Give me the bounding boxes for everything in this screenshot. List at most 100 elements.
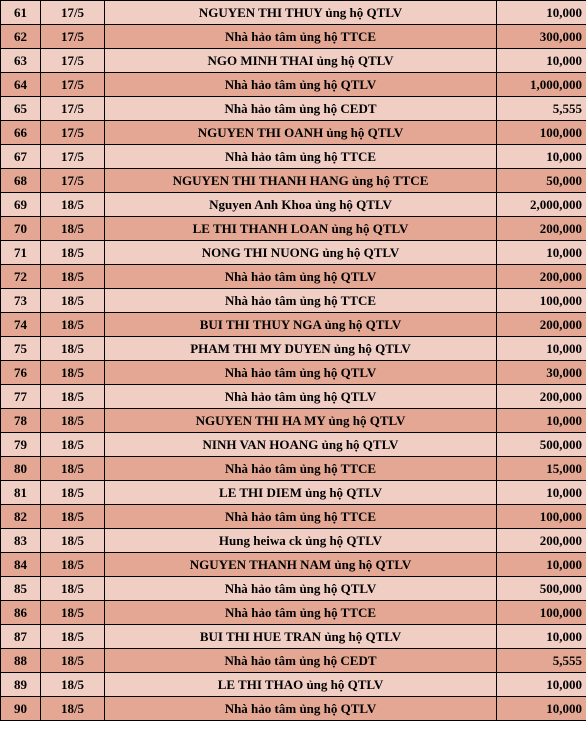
- donations-table-body: 6117/5NGUYEN THI THUY ủng hộ QTLV10,0006…: [1, 1, 586, 721]
- table-row: 8518/5Nhà hảo tâm ủng hộ QTLV500,000: [1, 577, 586, 601]
- cell-description: Hung heiwa ck ủng hộ QTLV: [105, 529, 497, 553]
- cell-date: 18/5: [41, 673, 105, 697]
- cell-index: 77: [1, 385, 41, 409]
- cell-index: 61: [1, 1, 41, 25]
- cell-description: BUI THI HUE TRAN ủng hộ QTLV: [105, 625, 497, 649]
- cell-index: 71: [1, 241, 41, 265]
- table-row: 7018/5LE THI THANH LOAN ủng hộ QTLV200,0…: [1, 217, 586, 241]
- cell-description: Nhà hảo tâm ủng hộ QTLV: [105, 73, 497, 97]
- table-row: 6617/5NGUYEN THI OANH ủng hộ QTLV100,000: [1, 121, 586, 145]
- cell-index: 62: [1, 25, 41, 49]
- table-row: 7718/5Nhà hảo tâm ủng hộ QTLV200,000: [1, 385, 586, 409]
- cell-description: Nhà hảo tâm ủng hộ TTCE: [105, 25, 497, 49]
- cell-index: 67: [1, 145, 41, 169]
- cell-date: 18/5: [41, 241, 105, 265]
- cell-date: 18/5: [41, 577, 105, 601]
- table-row: 8418/5NGUYEN THANH NAM ủng hộ QTLV10,000: [1, 553, 586, 577]
- cell-index: 75: [1, 337, 41, 361]
- cell-date: 18/5: [41, 409, 105, 433]
- table-row: 7218/5Nhà hảo tâm ủng hộ QTLV200,000: [1, 265, 586, 289]
- cell-date: 18/5: [41, 625, 105, 649]
- cell-date: 18/5: [41, 505, 105, 529]
- table-row: 8118/5LE THI DIEM ủng hộ QTLV10,000: [1, 481, 586, 505]
- cell-description: NGUYEN THI OANH ủng hộ QTLV: [105, 121, 497, 145]
- cell-amount: 100,000: [497, 121, 586, 145]
- cell-index: 83: [1, 529, 41, 553]
- table-row: 8718/5BUI THI HUE TRAN ủng hộ QTLV10,000: [1, 625, 586, 649]
- cell-amount: 1,000,000: [497, 73, 586, 97]
- cell-amount: 10,000: [497, 337, 586, 361]
- table-row: 8918/5LE THI THAO ủng hộ QTLV10,000: [1, 673, 586, 697]
- cell-amount: 10,000: [497, 625, 586, 649]
- cell-description: NGUYEN THI THANH HANG ủng hộ TTCE: [105, 169, 497, 193]
- cell-amount: 10,000: [497, 673, 586, 697]
- cell-amount: 10,000: [497, 481, 586, 505]
- cell-index: 65: [1, 97, 41, 121]
- table-row: 7418/5BUI THI THUY NGA ủng hộ QTLV200,00…: [1, 313, 586, 337]
- cell-index: 82: [1, 505, 41, 529]
- cell-description: Nhà hảo tâm ủng hộ QTLV: [105, 385, 497, 409]
- cell-date: 17/5: [41, 1, 105, 25]
- cell-index: 85: [1, 577, 41, 601]
- cell-amount: 100,000: [497, 289, 586, 313]
- cell-date: 18/5: [41, 337, 105, 361]
- cell-date: 18/5: [41, 553, 105, 577]
- cell-amount: 2,000,000: [497, 193, 586, 217]
- table-row: 7818/5NGUYEN THI HA MY ủng hộ QTLV10,000: [1, 409, 586, 433]
- cell-amount: 300,000: [497, 25, 586, 49]
- cell-description: LE THI THAO ủng hộ QTLV: [105, 673, 497, 697]
- cell-index: 90: [1, 697, 41, 721]
- cell-date: 18/5: [41, 697, 105, 721]
- cell-amount: 5,555: [497, 649, 586, 673]
- cell-description: NGO MINH THAI ủng hộ QTLV: [105, 49, 497, 73]
- cell-index: 88: [1, 649, 41, 673]
- cell-description: Nhà hảo tâm ủng hộ TTCE: [105, 505, 497, 529]
- cell-index: 73: [1, 289, 41, 313]
- table-row: 7318/5Nhà hảo tâm ủng hộ TTCE100,000: [1, 289, 586, 313]
- table-row: 9018/5Nhà hảo tâm ủng hộ QTLV10,000: [1, 697, 586, 721]
- table-row: 6717/5Nhà hảo tâm ủng hộ TTCE10,000: [1, 145, 586, 169]
- cell-amount: 200,000: [497, 265, 586, 289]
- cell-index: 64: [1, 73, 41, 97]
- cell-description: PHAM THI MY DUYEN ủng hộ QTLV: [105, 337, 497, 361]
- cell-index: 63: [1, 49, 41, 73]
- cell-index: 74: [1, 313, 41, 337]
- cell-amount: 10,000: [497, 1, 586, 25]
- cell-description: Nhà hảo tâm ủng hộ TTCE: [105, 289, 497, 313]
- cell-amount: 200,000: [497, 217, 586, 241]
- cell-index: 87: [1, 625, 41, 649]
- cell-amount: 15,000: [497, 457, 586, 481]
- cell-description: Nhà hảo tâm ủng hộ CEDT: [105, 97, 497, 121]
- cell-index: 79: [1, 433, 41, 457]
- cell-date: 18/5: [41, 385, 105, 409]
- cell-index: 66: [1, 121, 41, 145]
- cell-date: 18/5: [41, 601, 105, 625]
- cell-description: Nguyen Anh Khoa ủng hộ QTLV: [105, 193, 497, 217]
- cell-description: NGUYEN THI HA MY ủng hộ QTLV: [105, 409, 497, 433]
- cell-index: 78: [1, 409, 41, 433]
- cell-amount: 10,000: [497, 49, 586, 73]
- cell-amount: 10,000: [497, 145, 586, 169]
- cell-description: Nhà hảo tâm ủng hộ QTLV: [105, 265, 497, 289]
- cell-amount: 10,000: [497, 697, 586, 721]
- table-row: 6317/5NGO MINH THAI ủng hộ QTLV10,000: [1, 49, 586, 73]
- table-row: 6918/5Nguyen Anh Khoa ủng hộ QTLV2,000,0…: [1, 193, 586, 217]
- cell-index: 76: [1, 361, 41, 385]
- cell-date: 18/5: [41, 193, 105, 217]
- table-row: 6217/5Nhà hảo tâm ủng hộ TTCE300,000: [1, 25, 586, 49]
- cell-amount: 500,000: [497, 433, 586, 457]
- cell-date: 18/5: [41, 433, 105, 457]
- cell-amount: 5,555: [497, 97, 586, 121]
- cell-index: 89: [1, 673, 41, 697]
- cell-index: 70: [1, 217, 41, 241]
- table-row: 8018/5Nhà hảo tâm ủng hộ TTCE15,000: [1, 457, 586, 481]
- table-row: 6117/5NGUYEN THI THUY ủng hộ QTLV10,000: [1, 1, 586, 25]
- cell-date: 18/5: [41, 265, 105, 289]
- cell-amount: 10,000: [497, 553, 586, 577]
- cell-amount: 10,000: [497, 241, 586, 265]
- cell-date: 17/5: [41, 97, 105, 121]
- cell-date: 18/5: [41, 529, 105, 553]
- cell-index: 80: [1, 457, 41, 481]
- table-row: 6417/5Nhà hảo tâm ủng hộ QTLV1,000,000: [1, 73, 586, 97]
- cell-index: 72: [1, 265, 41, 289]
